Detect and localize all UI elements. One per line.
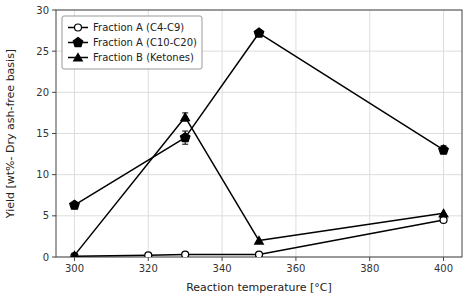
plot-background xyxy=(56,10,462,257)
tick xyxy=(52,51,56,52)
error-bar-cap xyxy=(182,144,188,145)
tick-label: 320 xyxy=(139,263,158,274)
grid-line xyxy=(56,133,462,134)
legend-box xyxy=(62,16,202,69)
x-axis-label: Reaction temperature [°C] xyxy=(186,281,332,294)
tick xyxy=(74,257,75,261)
data-layer xyxy=(70,28,449,257)
grid-line xyxy=(56,174,462,175)
error-bar-cap xyxy=(182,131,188,132)
grid-line xyxy=(369,10,370,257)
tick-label: 30 xyxy=(36,5,49,16)
tick-label: 5 xyxy=(43,210,49,221)
series-line xyxy=(74,33,443,205)
point xyxy=(70,200,80,209)
tick xyxy=(443,257,444,261)
point xyxy=(255,237,264,245)
tick-label: 380 xyxy=(360,263,379,274)
plot-frame xyxy=(56,10,462,257)
point xyxy=(439,209,448,217)
y-axis-label: Yield [wt%- Dry ash-free basis] xyxy=(4,49,17,219)
tick xyxy=(52,257,56,258)
tick xyxy=(222,257,223,261)
tick xyxy=(369,257,370,261)
point xyxy=(182,251,189,257)
series-line xyxy=(74,117,443,255)
point xyxy=(440,216,447,223)
legend-label: Fraction B (Ketones) xyxy=(93,52,194,63)
tick-label: 0 xyxy=(43,252,49,263)
tick-label: 20 xyxy=(36,87,49,98)
tick-label: 400 xyxy=(434,263,453,274)
point xyxy=(181,113,190,121)
tick-label: 360 xyxy=(286,263,305,274)
tick xyxy=(52,174,56,175)
tick xyxy=(295,257,296,261)
point xyxy=(180,133,190,142)
legend-label: Fraction A (C10-C20) xyxy=(93,37,197,48)
grid-line xyxy=(295,10,296,257)
legend-marker xyxy=(73,38,83,47)
point xyxy=(256,251,263,257)
tick-label: 300 xyxy=(65,263,84,274)
tick-label: 340 xyxy=(213,263,232,274)
tick-label: 15 xyxy=(36,128,49,139)
legend-label: Fraction A (C4-C9) xyxy=(93,22,184,33)
grid-line xyxy=(56,215,462,216)
point xyxy=(70,251,79,257)
tick-label: 25 xyxy=(36,46,49,57)
point xyxy=(254,28,264,37)
tick xyxy=(52,215,56,216)
tick xyxy=(52,92,56,93)
grid-line xyxy=(56,92,462,93)
point xyxy=(145,252,152,257)
legend-marker xyxy=(74,54,83,62)
legend: Fraction A (C4-C9) Fraction A (C10-C20) Fr… xyxy=(62,16,202,69)
point xyxy=(439,145,449,154)
tick xyxy=(148,257,149,261)
tick xyxy=(52,133,56,134)
legend-marker xyxy=(75,24,82,31)
grid-line xyxy=(222,10,223,257)
tick-label: 10 xyxy=(36,169,49,180)
chart: 0 5 10 15 20 25 30 300 320 340 360 380 400 Reaction t… xyxy=(0,0,474,297)
tick xyxy=(52,10,56,11)
